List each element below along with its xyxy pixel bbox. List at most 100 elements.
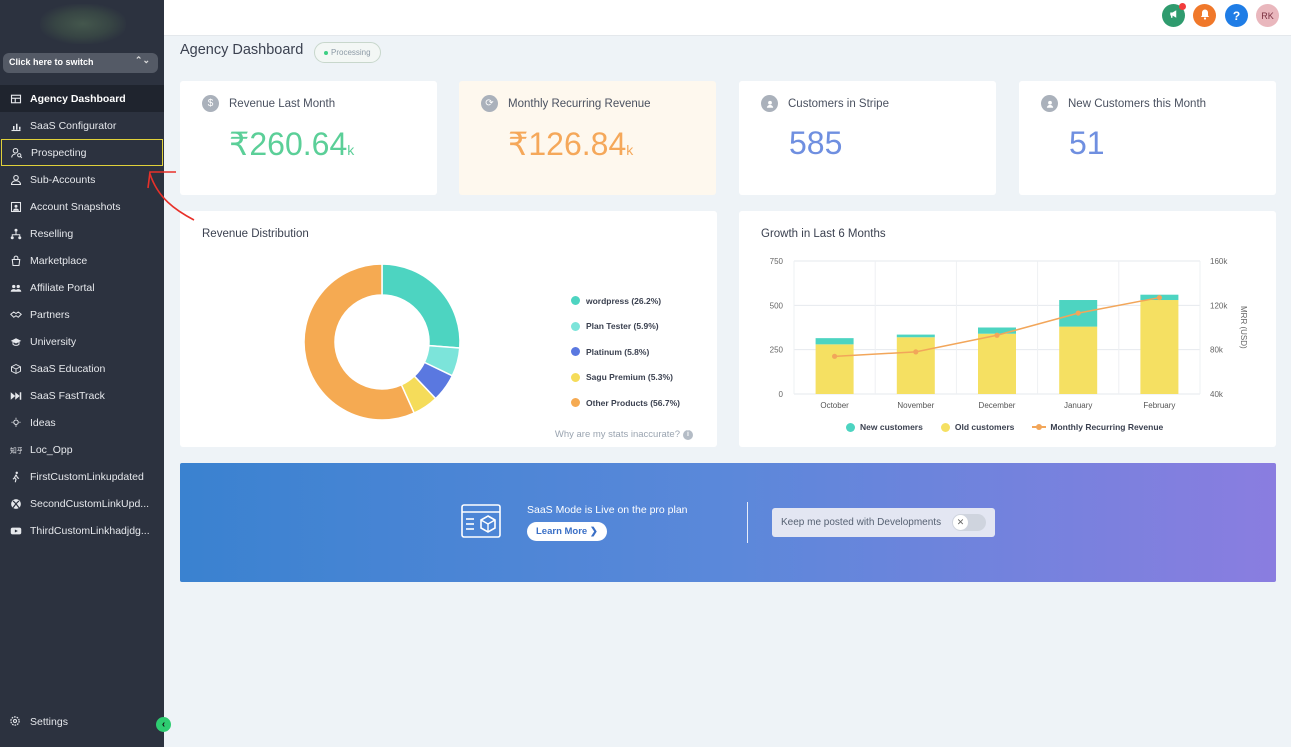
sidebar: Click here to switch ⌃⌄ Agency Dashboard…	[0, 0, 164, 747]
growth-chart: 0 250 500 750 40k 80k 120k 160k MRR (USD) October…	[770, 257, 1248, 410]
bar-new-customers[interactable]	[978, 327, 1016, 334]
notification-dot	[1179, 3, 1186, 10]
notifications-button[interactable]	[1193, 4, 1216, 27]
keep-posted-label: Keep me posted with Developments	[781, 517, 942, 528]
stat-value: 51	[1069, 125, 1105, 161]
mrr-point	[832, 353, 838, 359]
stat-card-mrr: ⟳ Monthly Recurring Revenue ₹126.84k	[459, 81, 716, 195]
agency-logo[interactable]	[40, 4, 126, 44]
stat-label: Customers in Stripe	[788, 98, 889, 110]
banner-text: SaaS Mode is Live on the pro plan	[527, 504, 688, 516]
user-icon	[9, 173, 23, 187]
sidebar-item-reselling[interactable]: Reselling	[0, 220, 164, 247]
stat-card-revenue-last-month: $ Revenue Last Month ₹260.64k	[180, 81, 437, 195]
sidebar-item-agency-dashboard[interactable]: Agency Dashboard	[0, 85, 164, 112]
sidebar-item-account-snapshots[interactable]: Account Snapshots	[0, 193, 164, 220]
sidebar-item-label: SaaS FastTrack	[30, 389, 105, 402]
lightbulb-icon	[9, 416, 23, 430]
keep-posted-toggle[interactable]: ✕	[952, 514, 986, 531]
stat-card-customers-in-stripe: Customers in Stripe 585	[739, 81, 996, 195]
customers-icon	[761, 95, 778, 112]
x-tick-label: February	[1143, 401, 1175, 410]
sidebar-item-marketplace[interactable]: Marketplace	[0, 247, 164, 274]
announcement-button[interactable]	[1162, 3, 1186, 27]
legend-swatch	[571, 347, 580, 357]
bar-old-customers[interactable]	[1059, 326, 1098, 394]
close-icon: ✕	[953, 515, 968, 530]
switcher-label: Click here to switch	[9, 57, 94, 67]
sidebar-item-label: University	[30, 335, 77, 348]
bar-old-customers[interactable]	[1140, 300, 1179, 394]
sidebar-item-saas-fasttrack[interactable]: SaaS FastTrack	[0, 382, 164, 409]
legend-item[interactable]: New customers	[846, 422, 923, 432]
legend-label: wordpress (26.2%)	[586, 295, 662, 306]
walking-icon	[9, 470, 23, 484]
donut-slice[interactable]	[381, 263, 461, 349]
bar-new-customers[interactable]	[815, 338, 854, 345]
legend-item[interactable]: Monthly Recurring Revenue	[1032, 422, 1163, 432]
sidebar-item-firstcustomlinkupdated[interactable]: FirstCustomLinkupdated	[0, 463, 164, 490]
gear-icon	[9, 715, 23, 729]
mrr-point	[913, 349, 919, 355]
learn-more-button[interactable]: Learn More ❯	[527, 522, 607, 541]
legend-item[interactable]: Platinum (5.8%)	[571, 339, 680, 365]
bar-old-customers[interactable]	[896, 337, 935, 394]
sidebar-item-sub-accounts[interactable]: Sub-Accounts	[0, 166, 164, 193]
account-switcher[interactable]: Click here to switch ⌃⌄	[3, 53, 158, 73]
stat-card-new-customers: New Customers this Month 51	[1019, 81, 1276, 195]
bar-old-customers[interactable]	[815, 344, 854, 394]
sidebar-item-secondcustomlinkupd[interactable]: SecondCustomLinkUpd...	[0, 490, 164, 517]
growth-legend: New customers Old customers Monthly Recurr…	[846, 422, 1181, 432]
legend-item[interactable]: Other Products (56.7%)	[571, 390, 680, 416]
mrr-point	[994, 332, 1000, 338]
sidebar-item-label: Affiliate Portal	[30, 281, 95, 294]
legend-item[interactable]: Old customers	[940, 422, 1015, 432]
bar-old-customers[interactable]	[978, 333, 1016, 394]
sidebar-item-loc-opp[interactable]: 知乎 Loc_Opp	[0, 436, 164, 463]
sidebar-item-label: Agency Dashboard	[30, 92, 126, 105]
sidebar-item-saas-configurator[interactable]: SaaS Configurator	[0, 112, 164, 139]
sidebar-item-saas-education[interactable]: SaaS Education	[0, 355, 164, 382]
sidebar-item-university[interactable]: University	[0, 328, 164, 355]
legend-label: Old customers	[954, 422, 1015, 432]
sidebar-item-label: SecondCustomLinkUpd...	[30, 497, 150, 510]
legend-item[interactable]: Plan Tester (5.9%)	[571, 314, 680, 340]
x-tick-label: January	[1064, 401, 1092, 410]
users-icon	[9, 281, 23, 295]
status-dot	[324, 50, 328, 55]
sidebar-item-prospecting[interactable]: Prospecting	[1, 139, 163, 166]
collapse-sidebar-button[interactable]: ‹	[156, 717, 171, 732]
sidebar-item-partners[interactable]: Partners	[0, 301, 164, 328]
avatar[interactable]: RK	[1256, 4, 1279, 27]
stats-note-text: Why are my stats inaccurate?	[554, 429, 680, 440]
sidebar-item-label: Ideas	[30, 416, 56, 429]
banner-divider	[747, 502, 748, 543]
megaphone-icon	[1168, 8, 1180, 23]
donut-slice[interactable]	[303, 263, 416, 421]
status-badge: Processing	[314, 42, 381, 63]
sidebar-item-label: Account Snapshots	[30, 200, 121, 213]
stats-accuracy-link[interactable]: Why are my stats inaccurate? i	[555, 429, 693, 440]
sidebar-item-settings[interactable]: Settings	[9, 715, 68, 729]
sidebar-item-thirdcustomlinkhadjdg[interactable]: ThirdCustomLinkhadjdg...	[0, 517, 164, 544]
sidebar-item-ideas[interactable]: Ideas	[0, 409, 164, 436]
legend-item[interactable]: wordpress (26.2%)	[571, 288, 680, 314]
sidebar-item-affiliate-portal[interactable]: Affiliate Portal	[0, 274, 164, 301]
legend-label: Plan Tester (5.9%)	[586, 321, 659, 332]
bar-new-customers[interactable]	[896, 334, 935, 338]
sidebar-item-label: Partners	[30, 308, 70, 321]
x-tick-label: December	[979, 401, 1016, 410]
sidebar-nav: Agency Dashboard SaaS Configurator Prospec…	[0, 85, 164, 544]
revenue-distribution-card: Revenue Distribution wordpress (26.2%) Pl…	[180, 211, 717, 447]
youtube-icon	[9, 524, 23, 538]
stat-value: ₹126.84k	[508, 126, 634, 162]
y2-tick-label: 80k	[1210, 346, 1224, 355]
chevron-left-icon: ‹	[161, 719, 166, 730]
graduation-icon	[9, 335, 23, 349]
mrr-point	[1156, 294, 1162, 301]
help-button[interactable]: ?	[1225, 4, 1248, 27]
legend-item[interactable]: Sagu Premium (5.3%)	[571, 365, 680, 391]
sidebar-item-label: Loc_Opp	[30, 443, 73, 456]
refresh-icon: ⟳	[481, 95, 498, 112]
keep-posted-toggle-field: Keep me posted with Developments ✕	[772, 508, 995, 537]
